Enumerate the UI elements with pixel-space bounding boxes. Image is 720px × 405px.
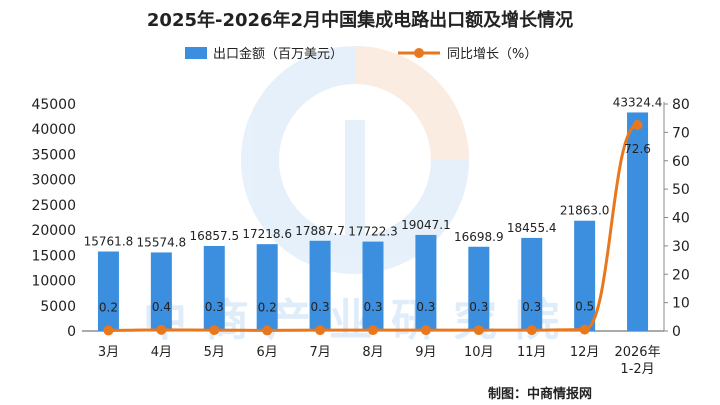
x-tick-label: 9月 [415, 345, 436, 360]
bar [521, 237, 543, 331]
line-data-label: 0.3 [522, 300, 541, 314]
y-right-tick-label: 50 [672, 182, 690, 198]
bar-data-label: 16857.5 [189, 229, 239, 243]
bar-series [97, 112, 649, 331]
bar-data-label: 19047.1 [401, 218, 451, 232]
y-left-tick-label: 5000 [40, 299, 76, 315]
chart-credit: 制图：中商情报网 [488, 386, 592, 402]
line-point [526, 325, 537, 336]
line-point [420, 325, 431, 336]
line-point [209, 325, 220, 336]
y-right-tick-label: 40 [672, 211, 690, 227]
line-data-label: 0.3 [205, 300, 224, 314]
line-point [368, 325, 378, 336]
right-axis: 0 10 20 30 40 50 60 70 80 [664, 97, 690, 340]
bar [362, 241, 384, 331]
y-right-tick-label: 20 [672, 267, 690, 283]
line-point [632, 119, 643, 130]
bar-data-label: 17218.6 [242, 227, 292, 241]
bar [150, 252, 172, 331]
x-tick-label: 10月 [464, 345, 494, 360]
line-data-label: 0.2 [258, 300, 277, 314]
line-data-label: 0.4 [152, 300, 171, 314]
bar [627, 112, 649, 331]
bar-data-label: 21863.0 [560, 204, 610, 218]
left-axis: 0 5000 10000 15000 20000 25000 30000 35000 40000… [31, 97, 76, 340]
x-tick-label: 8月 [362, 345, 383, 360]
bar-data-label: 16698.9 [454, 230, 504, 244]
bar-data-label: 43324.4 [613, 95, 663, 109]
bar-data-label: 15574.8 [137, 235, 187, 249]
chart-title: 2025年-2026年2月中国集成电路出口额及增长情况 [147, 9, 573, 31]
x-tick-label: 11月 [517, 345, 547, 360]
line-labels: 0.2 0.4 0.3 0.2 0.3 0.3 0.3 0.3 0.3 0.5 72.6 [99, 142, 651, 314]
line-point [156, 324, 167, 335]
y-left-tick-label: 25000 [31, 198, 76, 214]
x-tick-label: 12月 [570, 345, 600, 360]
y-right-tick-label: 60 [672, 154, 690, 170]
y-right-tick-label: 80 [672, 97, 690, 113]
y-left-tick-label: 40000 [31, 122, 76, 138]
legend: 出口金额（百万美元） 同比增长（%） [185, 46, 537, 62]
y-right-tick-label: 10 [672, 296, 690, 312]
legend-line-marker [414, 48, 424, 58]
legend-bar-swatch [185, 47, 207, 59]
bar [574, 220, 596, 331]
y-left-tick-label: 45000 [31, 97, 76, 113]
bar [97, 251, 119, 331]
bar [256, 244, 278, 331]
y-left-tick-label: 10000 [31, 274, 76, 290]
x-tick-label: 5月 [204, 345, 225, 360]
y-right-tick-label: 30 [672, 239, 690, 255]
line-point [103, 325, 114, 336]
y-right-tick-label: 0 [672, 324, 681, 340]
bar [309, 240, 331, 331]
line-point [315, 325, 326, 336]
bar-labels: 15761.8 15574.8 16857.5 17218.6 17887.7 17722… [84, 95, 663, 249]
y-left-tick-label: 35000 [31, 147, 76, 163]
line-data-label: 0.3 [363, 300, 382, 314]
x-tick-label: 6月 [257, 345, 278, 360]
x-tick-label: 2026年 1-2月 [614, 345, 660, 377]
bar-data-label: 17887.7 [295, 224, 345, 238]
legend-line-label: 同比增长（%） [447, 47, 537, 62]
line-data-label: 0.2 [99, 300, 118, 314]
watermark-logo [241, 46, 469, 274]
y-left-tick-label: 0 [67, 324, 76, 340]
bar [203, 245, 225, 331]
line-data-label: 0.5 [575, 300, 594, 314]
line-series [103, 119, 643, 336]
bar-data-label: 17722.3 [348, 225, 398, 239]
line-point [473, 325, 484, 336]
legend-bar-label: 出口金额（百万美元） [213, 46, 343, 62]
line-data-label: 72.6 [624, 142, 651, 156]
bar-data-label: 18455.4 [507, 221, 557, 235]
bar [415, 234, 437, 331]
x-tick-label: 4月 [151, 345, 172, 360]
bar-data-label: 15761.8 [84, 234, 134, 248]
line-point [262, 325, 273, 336]
bar [468, 246, 490, 331]
x-tick-label: 3月 [98, 345, 119, 360]
y-left-tick-label: 20000 [31, 223, 76, 239]
y-left-tick-label: 30000 [31, 173, 76, 189]
line-data-label: 0.3 [469, 300, 488, 314]
y-right-tick-label: 70 [672, 125, 690, 141]
x-axis: 3月 4月 5月 6月 7月 8月 9月 10月 11月 12月 2026年 1-2月 [98, 345, 661, 377]
line-data-label: 0.3 [311, 300, 330, 314]
x-tick-label: 7月 [309, 345, 330, 360]
y-left-tick-label: 15000 [31, 248, 76, 264]
line-data-label: 0.3 [416, 300, 435, 314]
line-point [579, 324, 590, 335]
